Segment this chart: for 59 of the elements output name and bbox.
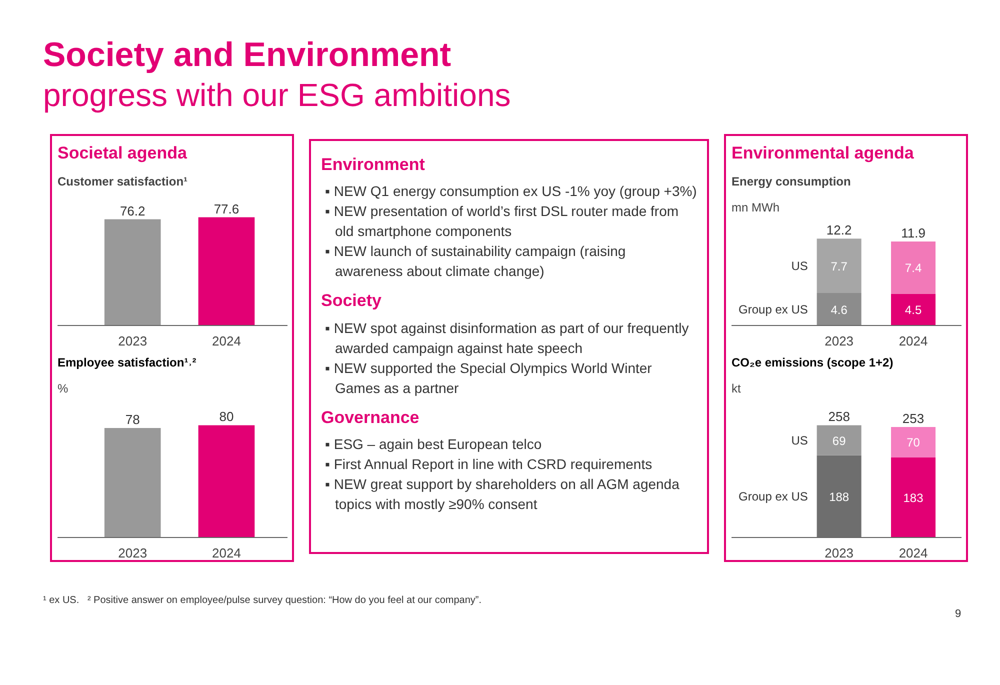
data-label: 183 (903, 491, 924, 506)
chart-title: Environmental agenda (732, 144, 914, 162)
total-label: 253 (902, 410, 924, 426)
text: ▪ NEW supported the Special Olympics World Winter Games as a partner (324, 358, 653, 398)
chart-subtitle: Customer satisfaction¹ (58, 174, 188, 188)
y-axis-title: % (58, 382, 68, 396)
text: Society and Environment (43, 35, 452, 75)
series-label: Group ex US (738, 489, 808, 504)
chart-title: Employee satisfaction¹˒² (58, 356, 196, 370)
y-axis-title: kt (732, 382, 742, 396)
x-tick-label: 2024 (898, 546, 928, 560)
bar (891, 241, 936, 294)
x-tick-label: 2023 (118, 334, 148, 348)
x-tick-label: 2023 (118, 546, 148, 560)
total-label: 258 (828, 409, 850, 424)
text: ▪ NEW spot against disinformation as part of our frequently awarded campaign against hate speech (324, 318, 690, 358)
x-tick-label: 2023 (824, 546, 854, 560)
bar (891, 458, 936, 538)
text: ▪ First Annual Report in line with CSRD requirements (324, 454, 654, 474)
data-label: 69 (832, 434, 846, 448)
data-label: 77.6 (214, 201, 240, 216)
total-label: 11.9 (901, 225, 926, 240)
data-label: 4.5 (904, 303, 922, 318)
text: ▪ ESG – again best European telco (324, 434, 543, 454)
chart-title: CO₂e emissions (scope 1+2) (732, 356, 894, 370)
text: ▪ NEW presentation of world’s first DSL router made from old smartphone components (324, 202, 680, 242)
data-label: 4.6 (830, 302, 848, 317)
text: ▪ NEW Q1 energy consumption ex US -1% yoy (group +3%) (324, 182, 697, 202)
text: ¹ ex US. ² Positive answer on employee/pulse survey question: “How do you feel at our company”. (43, 595, 482, 606)
data-label: 7.4 (904, 261, 922, 276)
data-label: 188 (829, 490, 850, 504)
series-label: US (791, 433, 808, 448)
bar (891, 426, 936, 458)
text: Environment (321, 154, 426, 176)
series-label: Group ex US (738, 302, 808, 316)
chart-title: Societal agenda (58, 144, 188, 162)
bar (891, 294, 936, 326)
bar (816, 425, 862, 456)
y-axis-title: mn MWh (732, 200, 780, 214)
bar (816, 238, 862, 294)
text: Society (321, 290, 382, 312)
text: Governance (321, 406, 420, 429)
x-tick-label: 2024 (212, 546, 241, 560)
x-tick-label: 2024 (898, 334, 928, 348)
data-label: 80 (219, 409, 234, 424)
chart-subtitle: Energy consumption (732, 174, 851, 188)
text: ▪ NEW launch of sustainability campaign (raising awareness about climate change) (324, 242, 627, 282)
text: ▪ NEW great support by shareholders on all AGM agenda topics with mostly ≥90% consent (324, 474, 680, 514)
text: progress with our ESG ambitions (43, 76, 511, 115)
text: 9 (955, 608, 962, 620)
data-label: 7.7 (830, 259, 848, 274)
data-label: 70 (906, 436, 920, 450)
series-label: US (791, 258, 808, 273)
data-label: 78 (125, 412, 140, 428)
x-tick-label: 2024 (212, 334, 241, 348)
x-tick-label: 2023 (824, 334, 854, 348)
data-label: 76.2 (120, 203, 146, 218)
bar (816, 293, 862, 326)
total-label: 12.2 (826, 222, 852, 238)
